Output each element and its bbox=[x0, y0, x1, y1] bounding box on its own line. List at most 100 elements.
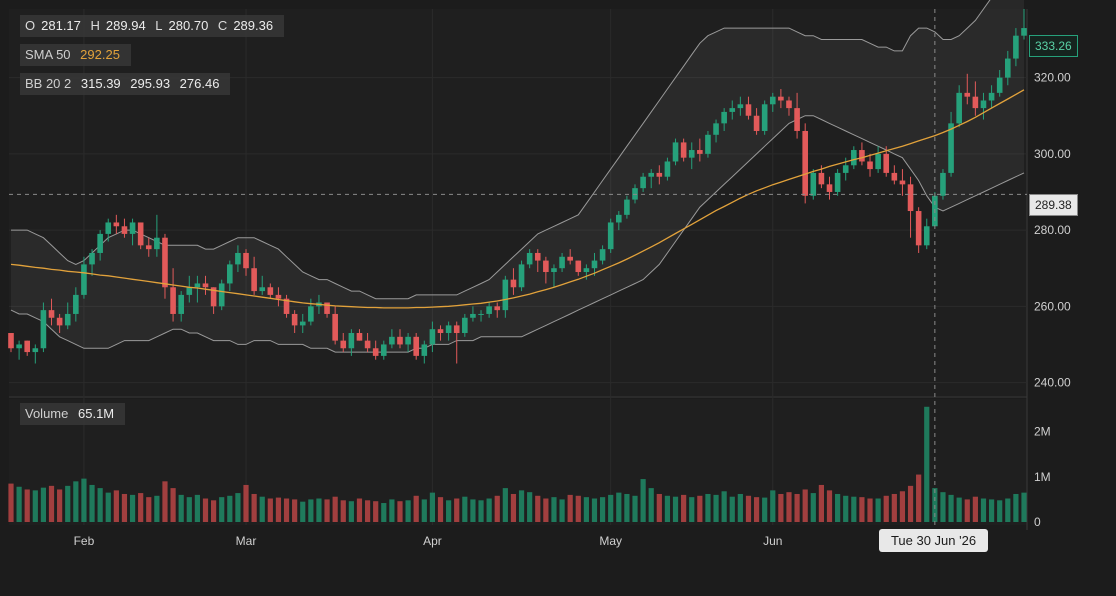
candle-body bbox=[380, 344, 387, 356]
candle-body bbox=[810, 172, 817, 196]
bb-lower-value: 276.46 bbox=[179, 76, 220, 91]
candle-body bbox=[567, 256, 573, 261]
candle-body bbox=[883, 153, 890, 173]
volume-bar bbox=[73, 481, 79, 522]
candle-body bbox=[502, 279, 509, 311]
ohlc-open-label: O bbox=[25, 18, 36, 33]
volume-bar bbox=[980, 498, 987, 522]
volume-bar bbox=[745, 495, 752, 522]
candle-body bbox=[891, 172, 898, 181]
bb-label: BB 20 2 bbox=[25, 76, 72, 91]
volume-bar bbox=[251, 493, 257, 522]
volume-bar bbox=[324, 499, 330, 522]
candle-body bbox=[453, 325, 460, 334]
ohlc-high: 289.94 bbox=[105, 18, 146, 33]
sma-line bbox=[10, 89, 1025, 309]
candle-body bbox=[8, 333, 14, 349]
candle-body bbox=[421, 344, 428, 356]
volume-axis-ticks: 2M 1M 0 bbox=[1034, 425, 1051, 529]
candle-body bbox=[340, 340, 347, 349]
volume-bar bbox=[413, 495, 419, 522]
candle-body bbox=[842, 165, 849, 173]
candle-body bbox=[275, 294, 282, 299]
volume-bar bbox=[721, 491, 727, 522]
candle-body bbox=[413, 336, 419, 356]
candle-body bbox=[105, 222, 112, 234]
volume-bar bbox=[705, 493, 711, 522]
candle-body bbox=[940, 172, 946, 196]
volume-bar bbox=[518, 490, 525, 522]
volume-bar bbox=[340, 500, 346, 522]
candle-body bbox=[648, 172, 655, 177]
volume-bar bbox=[397, 501, 403, 522]
volume-bar bbox=[243, 484, 249, 522]
volume-bar bbox=[826, 490, 833, 522]
candle-body bbox=[664, 161, 671, 177]
volume-bar bbox=[121, 493, 128, 522]
candle-body bbox=[251, 268, 257, 292]
volume-bar bbox=[1021, 492, 1027, 522]
candle-body bbox=[121, 226, 128, 234]
sma-legend[interactable]: SMA 50 292.25 bbox=[20, 44, 131, 66]
candle-body bbox=[988, 92, 995, 101]
candle-body bbox=[56, 317, 63, 326]
volume-bar bbox=[810, 493, 816, 522]
volume-bar bbox=[275, 497, 282, 522]
bb-middle-value: 295.93 bbox=[130, 76, 171, 91]
sma-label: SMA 50 bbox=[25, 47, 71, 62]
volume-bar bbox=[429, 492, 436, 522]
bb-upper-value: 315.39 bbox=[80, 76, 121, 91]
volume-bars bbox=[8, 406, 1027, 522]
volume-bar bbox=[916, 474, 922, 522]
candle-body bbox=[948, 123, 954, 173]
candle-body bbox=[356, 333, 363, 341]
volume-bar bbox=[186, 497, 192, 522]
candle-body bbox=[607, 222, 614, 250]
price-tick-label: 320.00 bbox=[1034, 71, 1071, 85]
bb-legend[interactable]: BB 20 2 315.39 295.93 276.46 bbox=[20, 73, 231, 95]
candle-body bbox=[397, 336, 403, 345]
volume-bar bbox=[972, 496, 978, 522]
volume-bar bbox=[907, 485, 914, 522]
volume-bar bbox=[478, 500, 484, 522]
volume-bar bbox=[794, 493, 800, 522]
volume-bar bbox=[997, 500, 1003, 522]
candle-body bbox=[64, 313, 71, 326]
candle-body bbox=[73, 294, 79, 314]
candle-body bbox=[16, 344, 22, 349]
volume-bar bbox=[283, 498, 290, 522]
volume-bar bbox=[470, 499, 476, 522]
candle-body bbox=[875, 153, 881, 170]
candle-body bbox=[753, 115, 760, 131]
candle-body bbox=[907, 184, 914, 212]
candle-body bbox=[308, 306, 314, 322]
candle-body bbox=[1021, 28, 1027, 36]
volume-bar bbox=[364, 500, 371, 522]
volume-bar bbox=[559, 499, 565, 522]
bollinger-bands bbox=[10, 0, 1025, 353]
volume-bar bbox=[32, 490, 38, 522]
volume-bar bbox=[786, 492, 792, 522]
candles bbox=[8, 9, 1027, 364]
candle-body bbox=[964, 92, 971, 97]
candle-body bbox=[818, 172, 825, 185]
volume-bar bbox=[202, 498, 209, 522]
candle-body bbox=[389, 336, 395, 345]
volume-bar bbox=[421, 499, 427, 522]
candle-body bbox=[624, 199, 630, 215]
volume-bar bbox=[648, 488, 654, 522]
volume-bar bbox=[681, 494, 687, 522]
candle-body bbox=[445, 325, 452, 334]
time-tick-label: Apr bbox=[423, 534, 442, 548]
volume-bar bbox=[1005, 498, 1011, 522]
candle-body bbox=[348, 333, 355, 349]
candle-body bbox=[713, 123, 719, 135]
volume-bar bbox=[924, 406, 930, 522]
candle-body bbox=[429, 329, 436, 345]
candle-body bbox=[267, 287, 274, 295]
volume-bar bbox=[454, 498, 460, 522]
candle-body bbox=[867, 161, 873, 170]
volume-legend[interactable]: Volume 65.1M bbox=[20, 403, 126, 425]
